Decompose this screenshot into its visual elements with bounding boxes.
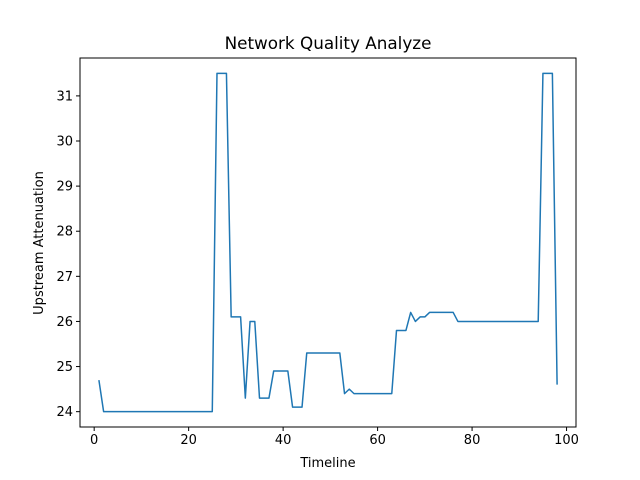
x-tick-label: 80 — [464, 433, 481, 448]
x-tick-label: 0 — [90, 433, 98, 448]
axes-frame — [79, 57, 577, 428]
y-axis-label: Upstream Attenuation — [32, 171, 47, 315]
y-tick-label: 28 — [56, 225, 73, 240]
plot-area — [98, 72, 558, 413]
y-tick-label: 25 — [56, 360, 73, 375]
x-tick-label: 20 — [180, 433, 197, 448]
chart-title: Network Quality Analyze — [225, 33, 432, 53]
y-tick-label: 30 — [56, 135, 73, 150]
y-tick-label: 24 — [56, 405, 73, 420]
x-tick-label: 40 — [275, 433, 292, 448]
x-axis-ticks: 0 20 40 60 80 100 — [90, 427, 579, 448]
y-axis-ticks: 24 25 26 27 28 29 30 31 — [56, 89, 80, 420]
y-tick-label: 27 — [56, 270, 73, 285]
y-tick-label: 29 — [56, 180, 73, 195]
x-tick-label: 100 — [554, 433, 579, 448]
y-tick-label: 26 — [56, 315, 73, 330]
x-axis-label: Timeline — [299, 456, 355, 471]
series-line-0 — [98, 72, 558, 413]
y-tick-label: 31 — [56, 89, 73, 104]
x-tick-label: 60 — [369, 433, 386, 448]
